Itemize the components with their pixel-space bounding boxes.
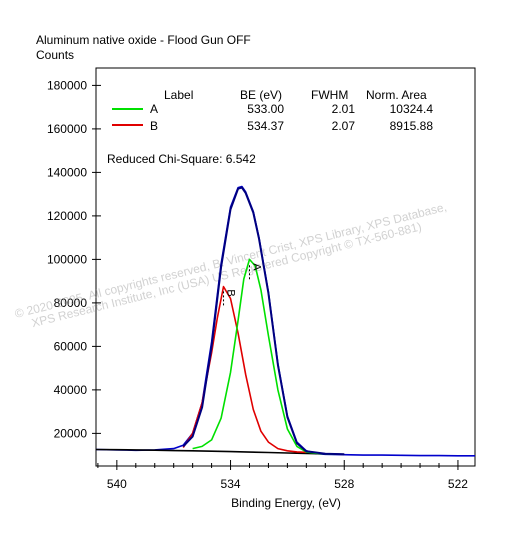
- peak-marker-label-b: B: [225, 289, 237, 296]
- x-tick-label: 522: [448, 477, 468, 491]
- plot-frame: [95, 67, 476, 467]
- legend-label-b: B: [150, 119, 158, 133]
- x-tick-label: 528: [334, 477, 354, 491]
- y-tick-label: 80000: [54, 296, 88, 310]
- series-layer: [95, 185, 475, 457]
- legend-label-a: A: [150, 102, 158, 116]
- legend-header-be: BE (eV): [240, 88, 282, 102]
- legend-header-area: Norm. Area: [366, 88, 427, 102]
- y-tick-label: 120000: [47, 209, 87, 223]
- legend-header-fwhm: FWHM: [311, 88, 348, 102]
- legend-area-a: 10324.4: [390, 102, 434, 116]
- y-tick-label: 60000: [54, 339, 88, 353]
- x-axis-label: Binding Energy, (eV): [231, 496, 341, 510]
- x-tick-label: 540: [107, 477, 127, 491]
- reduced-chi-square-annotation: Reduced Chi-Square: 6.542: [107, 152, 256, 166]
- x-tick-label: 534: [221, 477, 241, 491]
- legend-fwhm-a: 2.01: [332, 102, 356, 116]
- legend-area-b: 8915.88: [390, 119, 434, 133]
- y-tick-label: 20000: [54, 426, 88, 440]
- y-tick-label: 100000: [47, 252, 87, 266]
- legend-be-a: 533.00: [247, 102, 284, 116]
- legend: Label BE (eV) FWHM Norm. Area A 533.00 2…: [112, 88, 433, 133]
- y-tick-label: 40000: [54, 383, 88, 397]
- y-tick-label: 140000: [47, 165, 87, 179]
- series-background-line: [95, 448, 345, 456]
- y-axis-label: Counts: [36, 48, 74, 62]
- y-tick-label: 160000: [47, 122, 87, 136]
- legend-fwhm-b: 2.07: [332, 119, 356, 133]
- chart-title: Aluminum native oxide - Flood Gun OFF: [36, 33, 251, 47]
- series-envelope-line: [182, 186, 345, 456]
- y-axis: 20000 40000 60000 80000 100000 120000 140000 16…: [47, 78, 101, 440]
- legend-be-b: 534.37: [247, 119, 284, 133]
- peak-marker-layer: AB: [223, 263, 262, 308]
- x-axis: 540 534 528 522: [97, 460, 468, 491]
- y-tick-label: 180000: [47, 78, 87, 92]
- legend-header-label: Label: [164, 88, 193, 102]
- peak-marker-label-a: A: [250, 263, 262, 271]
